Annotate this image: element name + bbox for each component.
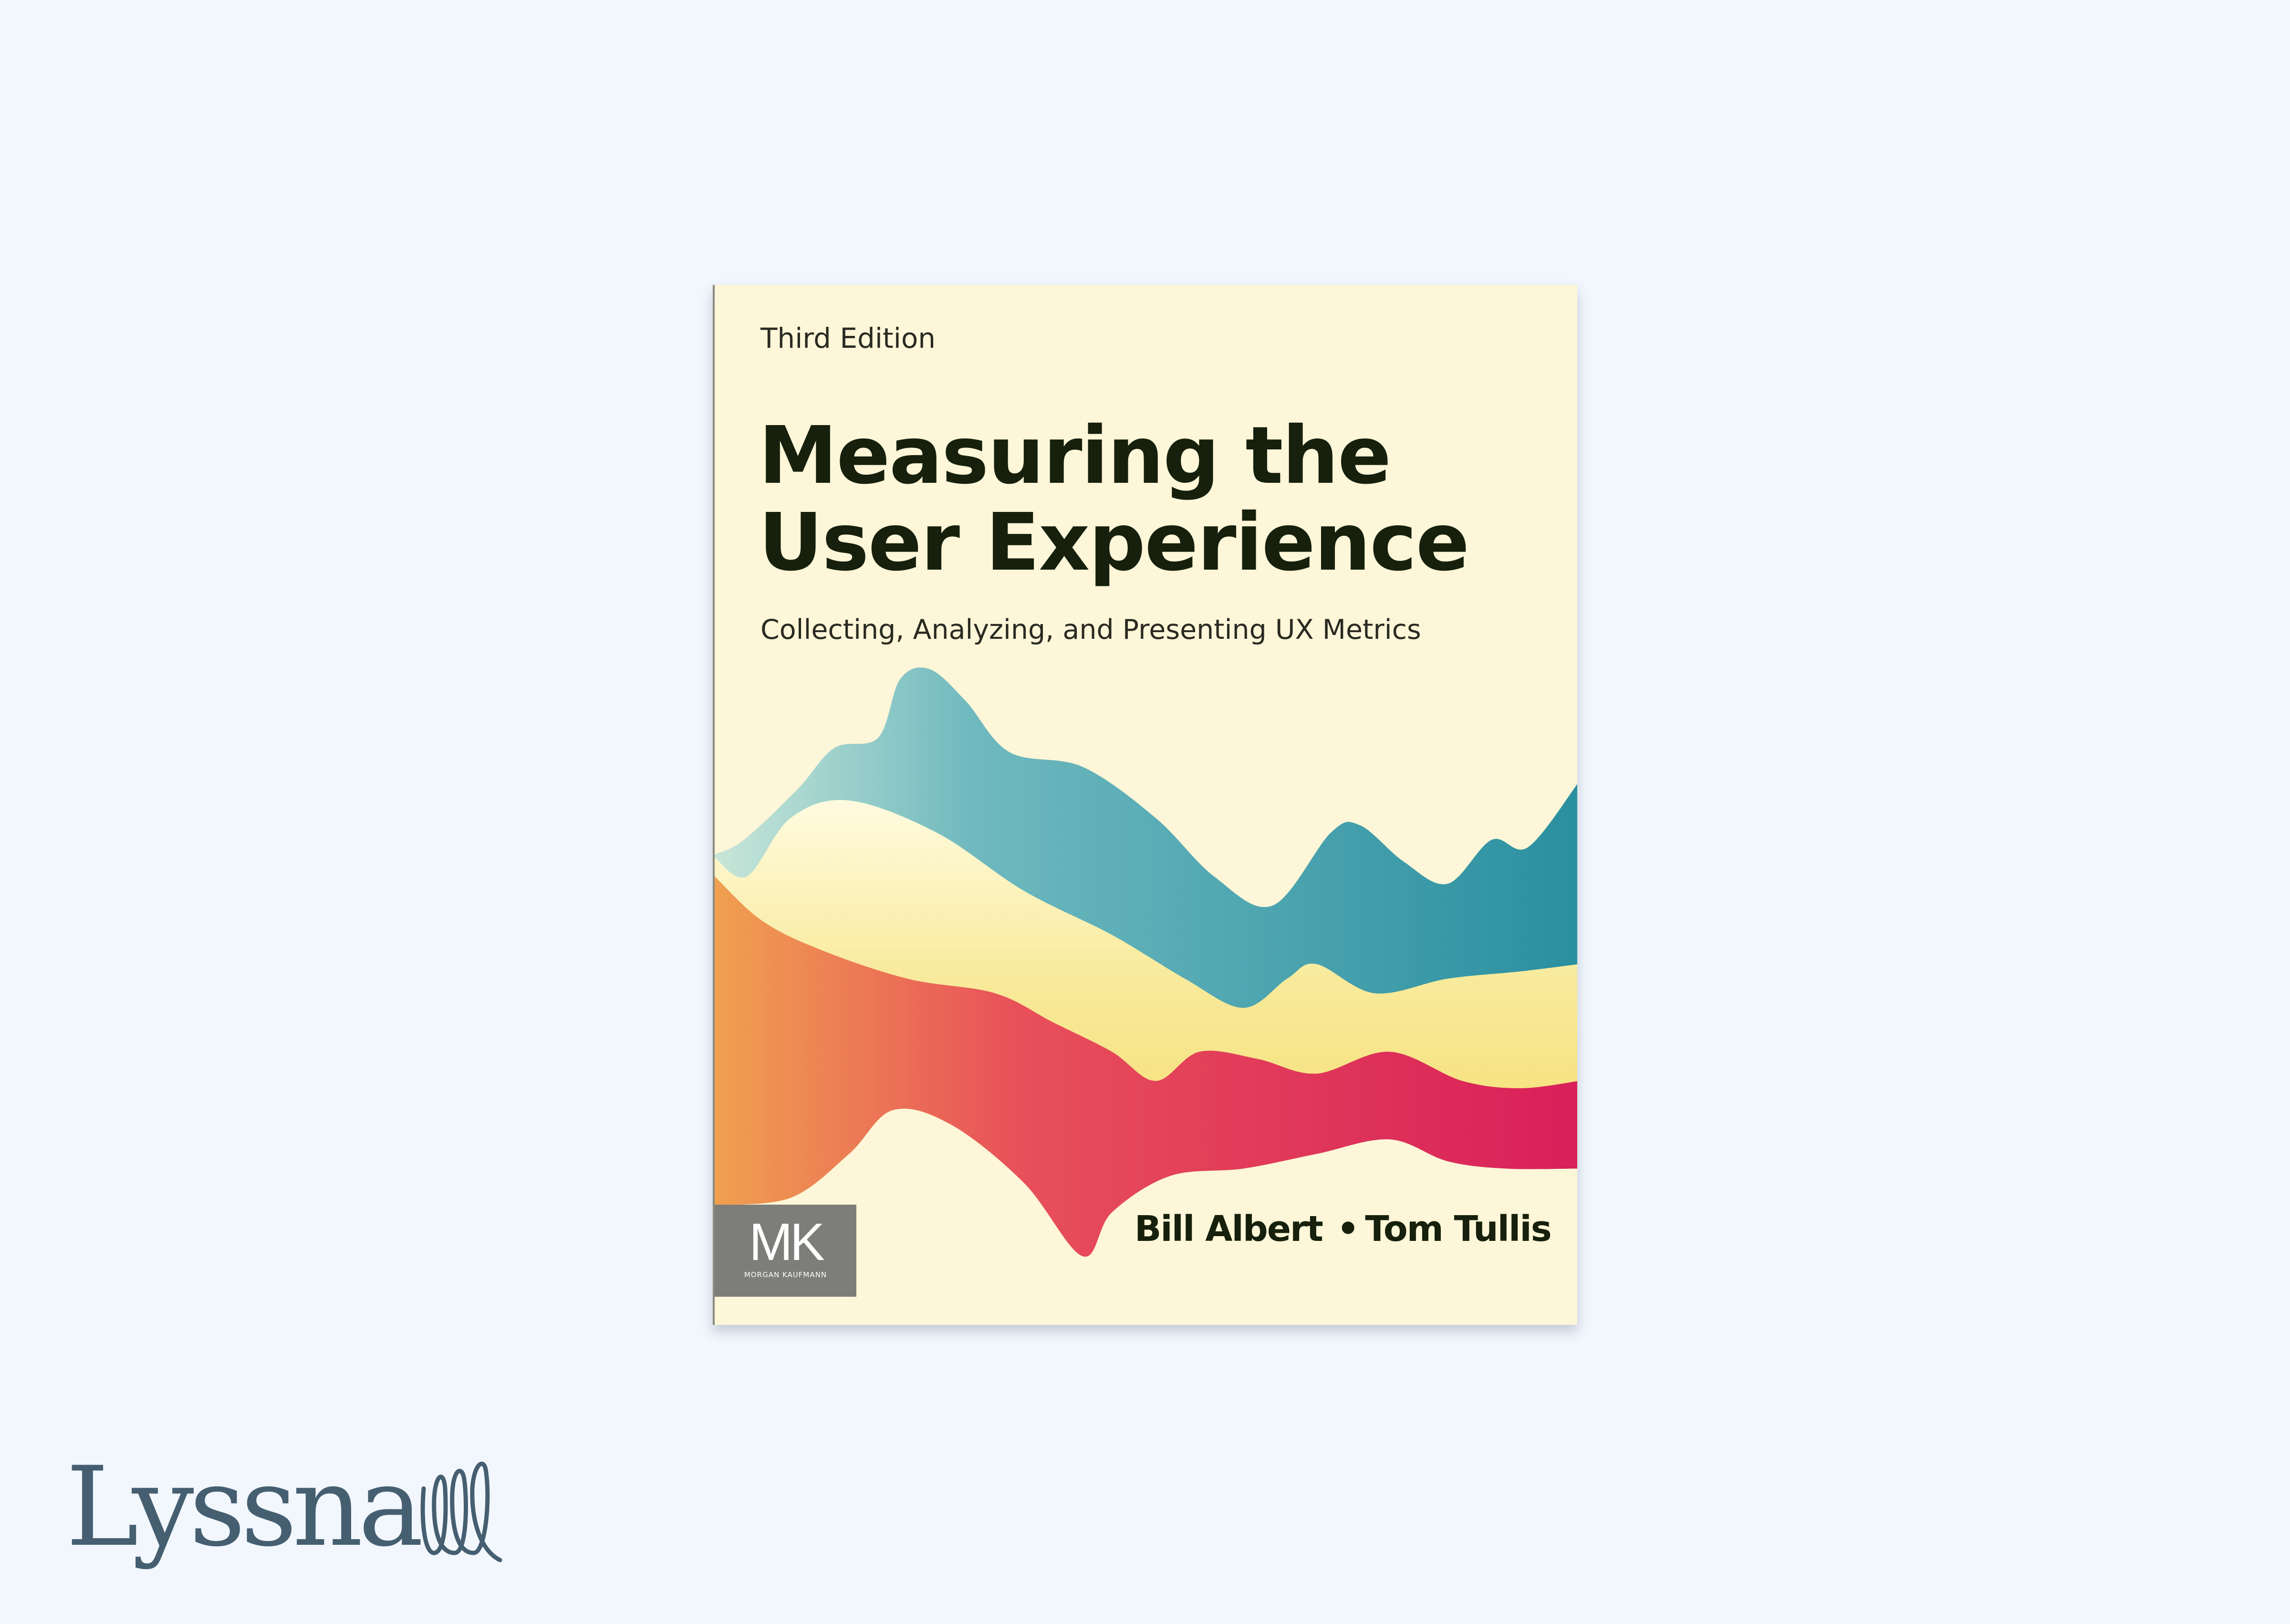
lyssna-wordmark: Lyssna bbox=[66, 1444, 424, 1571]
wave-illustration bbox=[715, 667, 1577, 1257]
title-line-1: Measuring the bbox=[759, 410, 1391, 502]
author-1: Bill Albert bbox=[1135, 1208, 1323, 1249]
book-title: Measuring the User Experience bbox=[759, 410, 1469, 589]
lyssna-logo: Lyssna bbox=[66, 1450, 510, 1565]
red-wave bbox=[715, 876, 1577, 1257]
book-cover: Third Edition Measuring the User Experie… bbox=[713, 285, 1577, 1325]
book-subtitle: Collecting, Analyzing, and Presenting UX… bbox=[760, 614, 1421, 645]
lyssna-loops-icon bbox=[420, 1461, 502, 1562]
title-line-2: User Experience bbox=[759, 497, 1469, 589]
authors: Bill Albert • Tom Tullis bbox=[1135, 1208, 1552, 1249]
publisher-logo: MK MORGAN KAUFMANN bbox=[715, 1205, 856, 1297]
edition-label: Third Edition bbox=[760, 322, 936, 354]
author-2: Tom Tullis bbox=[1365, 1208, 1552, 1249]
author-separator: • bbox=[1336, 1208, 1359, 1249]
publisher-name: MORGAN KAUFMANN bbox=[744, 1270, 827, 1279]
mk-logo-letters: MK bbox=[749, 1213, 825, 1271]
yellow-wave bbox=[715, 800, 1577, 1257]
